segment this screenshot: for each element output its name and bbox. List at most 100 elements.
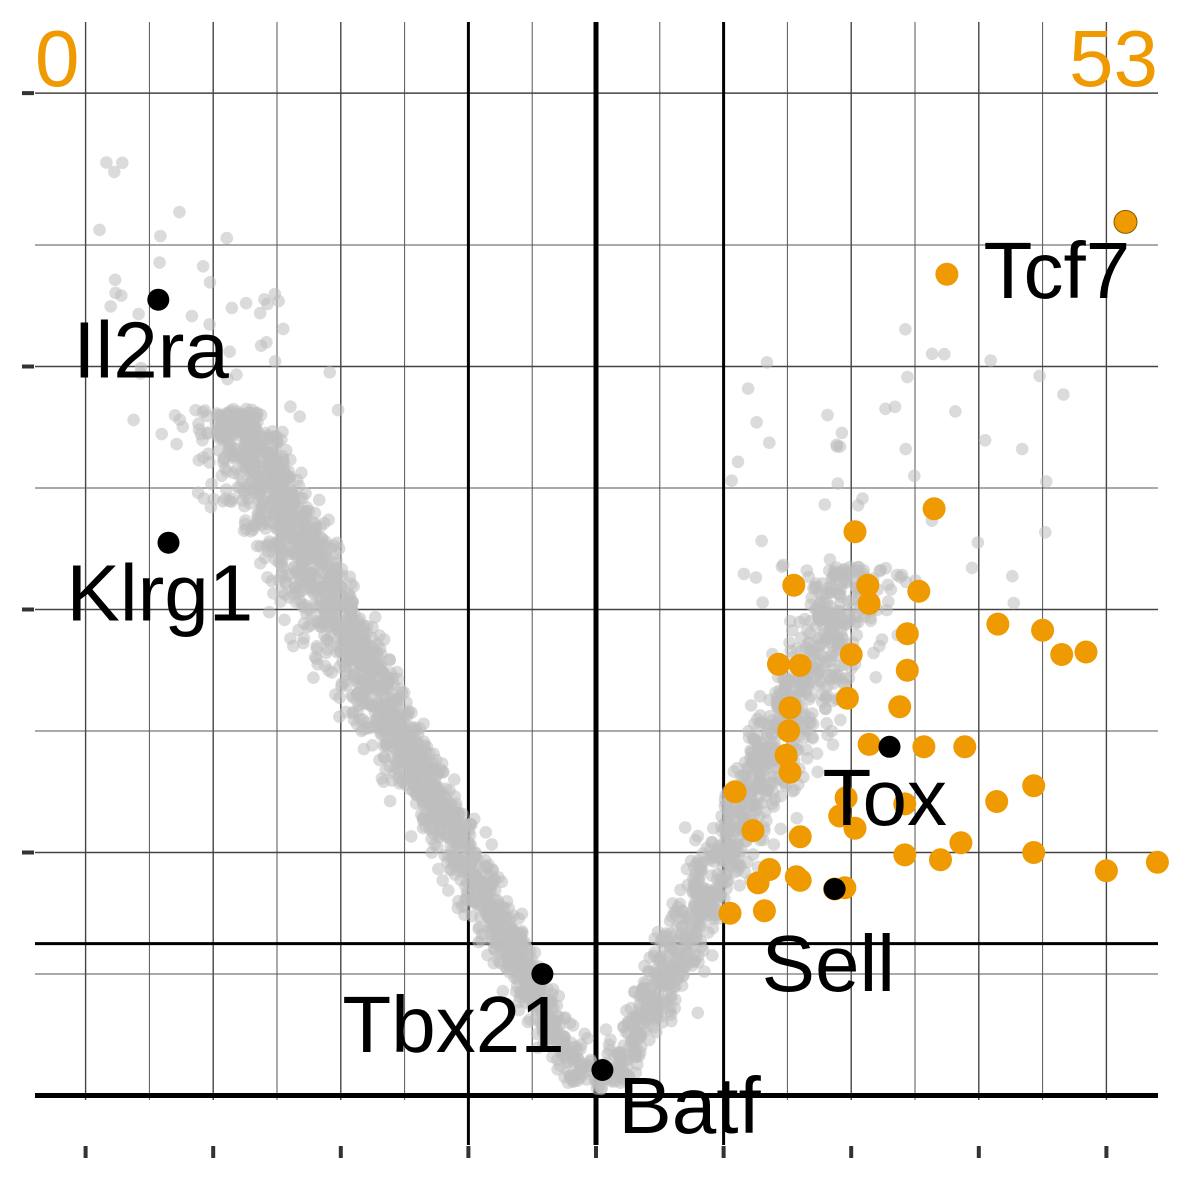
background-point [333, 691, 346, 704]
background-point [287, 639, 300, 653]
background-point [402, 731, 415, 745]
background-point [340, 678, 354, 692]
background-point [432, 862, 445, 876]
background-point [830, 668, 843, 682]
background-point [442, 884, 455, 897]
background-point [633, 1046, 647, 1059]
background-point [358, 685, 371, 698]
background-point [636, 982, 649, 995]
background-point [284, 453, 297, 467]
highlighted-point [835, 686, 859, 710]
highlighted-point [985, 790, 1009, 813]
background-point [239, 296, 253, 310]
background-point [374, 661, 388, 674]
background-point [155, 427, 168, 441]
background-point [552, 989, 566, 1003]
background-point [292, 623, 305, 637]
background-point [707, 849, 721, 863]
background-point [116, 156, 129, 170]
gene-label-batf: Batf [618, 1061, 761, 1150]
background-point [370, 646, 384, 660]
background-point [551, 1053, 564, 1066]
background-point [821, 408, 834, 422]
background-point [269, 553, 283, 567]
background-point [683, 936, 696, 950]
background-point [449, 850, 463, 864]
background-point [333, 660, 346, 673]
background-point [1040, 475, 1053, 488]
background-point [1015, 442, 1029, 456]
background-point [246, 482, 260, 495]
gene-label-klrg1: Klrg1 [67, 549, 254, 638]
background-point [104, 300, 117, 313]
background-point [774, 822, 787, 836]
background-point [277, 546, 291, 559]
background-point [895, 568, 909, 582]
background-point [391, 672, 405, 686]
background-point [279, 575, 293, 589]
background-point [319, 547, 332, 561]
background-point [338, 621, 351, 635]
background-point [260, 336, 273, 349]
highlighted-point [718, 901, 742, 925]
background-point [391, 762, 405, 776]
background-point [459, 893, 473, 906]
background-point [823, 618, 837, 631]
background-point [212, 424, 226, 437]
background-point [750, 416, 763, 429]
background-point [502, 935, 515, 948]
background-point [277, 510, 291, 523]
background-point [310, 642, 324, 656]
background-point [370, 718, 384, 732]
highlighted-point [767, 652, 790, 676]
highlighted-point [986, 612, 1010, 636]
background-point [731, 455, 745, 469]
background-point [322, 513, 335, 527]
background-point [107, 165, 121, 179]
background-point [453, 865, 467, 878]
background-point [842, 672, 856, 685]
background-point [244, 465, 258, 478]
background-point [485, 935, 498, 948]
background-point [270, 522, 283, 535]
background-point [652, 994, 665, 1008]
background-point [377, 739, 390, 752]
background-point [289, 595, 303, 609]
highlighted-point [935, 262, 959, 286]
gene-label-tcf7: Tcf7 [984, 226, 1131, 315]
background-point [700, 841, 713, 855]
highlighted-point [777, 719, 801, 743]
background-point [438, 809, 452, 822]
background-point [463, 828, 477, 842]
background-point [345, 611, 359, 624]
background-point [250, 406, 263, 420]
highlighted-point [746, 871, 770, 895]
highlighted-point [895, 622, 919, 646]
background-point [811, 664, 824, 677]
background-point [307, 671, 320, 684]
background-point [798, 676, 811, 689]
background-point [654, 1010, 667, 1023]
background-point [725, 474, 738, 488]
background-point [357, 674, 370, 687]
background-point [763, 741, 776, 754]
background-point [262, 446, 276, 460]
background-point [405, 706, 418, 719]
background-point [261, 571, 274, 584]
background-point [783, 636, 796, 649]
background-point [433, 791, 447, 804]
background-point [785, 624, 799, 637]
background-point [664, 990, 678, 1003]
background-point [558, 1012, 571, 1025]
background-point [604, 1033, 617, 1047]
background-point [804, 690, 817, 703]
highlighted-point [839, 643, 863, 666]
background-point [448, 773, 461, 786]
background-point [321, 643, 334, 656]
background-point [775, 560, 789, 573]
highlighted-point [857, 732, 881, 756]
highlighted-point [895, 658, 919, 682]
background-point [715, 874, 728, 888]
background-point [695, 916, 708, 929]
background-point [813, 638, 826, 652]
